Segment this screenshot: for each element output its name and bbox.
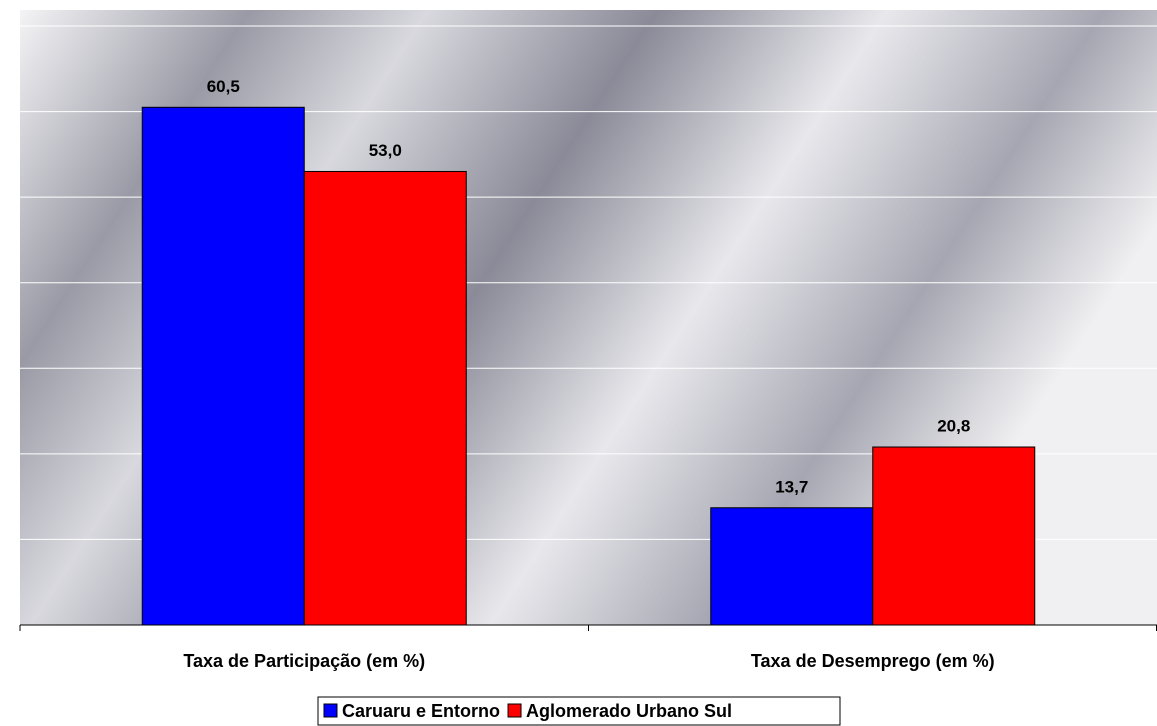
bar (303, 170, 467, 626)
legend-label: Aglomerado Urbano Sul (526, 701, 732, 721)
data-label: 13,7 (775, 477, 808, 496)
bar (141, 106, 305, 626)
legend-swatch (507, 703, 522, 718)
bar (710, 507, 874, 626)
bar (872, 446, 1036, 626)
legend-swatch (323, 703, 338, 718)
x-tick-label: Taxa de Participação (em %) (183, 651, 425, 671)
legend-label: Caruaru e Entorno (342, 701, 500, 721)
data-label: 60,5 (207, 77, 240, 96)
data-label: 53,0 (369, 141, 402, 160)
data-label: 20,8 (937, 416, 970, 435)
legend (317, 696, 841, 726)
x-tick-label: Taxa de Desemprego (em %) (751, 651, 995, 671)
